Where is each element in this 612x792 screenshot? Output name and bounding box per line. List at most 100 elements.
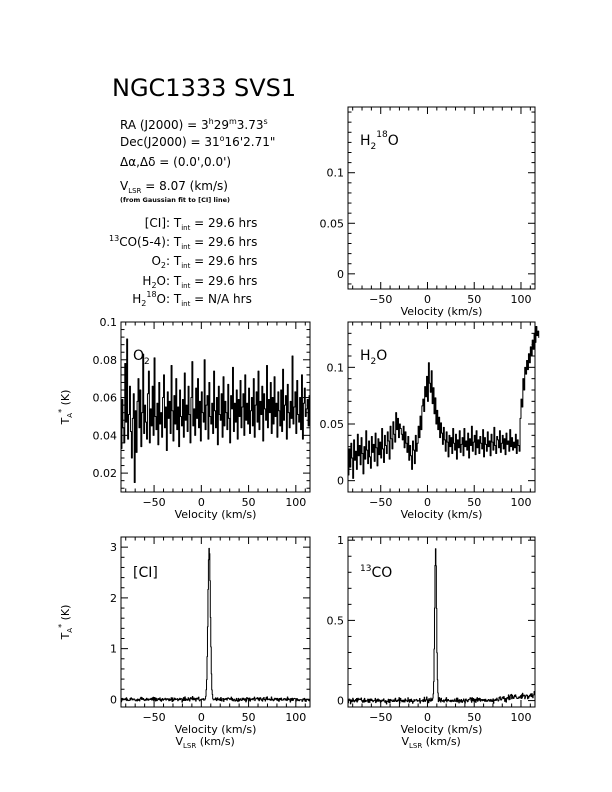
- x-tick-label: 0: [424, 496, 431, 509]
- species-name: H: [132, 292, 141, 306]
- vlsr-sub: LSR: [183, 742, 196, 750]
- label-sub: 2: [144, 357, 150, 367]
- dec-line: Dec(J2000) = 31o16'2.71": [120, 134, 275, 149]
- y-tick-label: 0.05: [320, 217, 345, 230]
- vlsr-value: = 8.07 (km/s): [141, 179, 228, 193]
- x-tick-label: −50: [142, 711, 165, 724]
- tint-sub: int: [181, 282, 190, 290]
- vlsr-base: V: [402, 735, 410, 748]
- label-tail: O: [388, 133, 399, 149]
- panel-h2o: −50 0 50 100 0 0.05 0.1 H2O Velocity (km/s): [320, 321, 540, 521]
- plot-frame: [347, 536, 536, 708]
- tint-label: : T: [166, 216, 182, 230]
- tint-sub: int: [181, 224, 190, 232]
- panel-label: 13CO: [360, 564, 392, 581]
- y-tick-label: 0.06: [93, 392, 118, 405]
- tint-value: = N/A hrs: [190, 292, 252, 306]
- vlsr-line: VLSR = 8.07 (km/s): [120, 179, 228, 195]
- x-axis-label: Velocity (km/s): [401, 723, 483, 736]
- x-tick-label: 100: [510, 496, 531, 509]
- tint-value: = 29.6 hrs: [190, 274, 257, 288]
- y-tick-label: 0: [110, 693, 117, 706]
- y-tick-label: 3: [110, 541, 117, 554]
- ta-base: T: [59, 632, 72, 640]
- label-base: O: [133, 348, 144, 364]
- x-tick-label: 50: [467, 711, 481, 724]
- species-name: CO(5-4): [119, 235, 166, 249]
- integration-species: O2: [151, 254, 166, 270]
- tint-value: = 29.6 hrs: [190, 254, 257, 268]
- label-base: H: [360, 348, 371, 364]
- spectrum-trace-ci: [120, 547, 311, 703]
- dec-degrees: 31: [204, 135, 219, 149]
- ta-unit: (K): [59, 605, 72, 624]
- vlsr-base: V: [120, 179, 129, 193]
- species-tail: O: [157, 274, 166, 288]
- species-name: H: [142, 274, 151, 288]
- species-sub: 2: [141, 299, 146, 308]
- x-tick-label: 0: [424, 711, 431, 724]
- y-tick-label: 0.1: [100, 316, 118, 329]
- label-base: H: [360, 133, 371, 149]
- label-sup: 18: [376, 130, 388, 140]
- vlsr-unit: (km/s): [196, 735, 235, 748]
- x-axis-label-vlsr: VLSR (km/s): [176, 735, 235, 750]
- spectrum-trace-13co: [347, 548, 536, 705]
- vlsr-base: V: [176, 735, 184, 748]
- integration-species: [CI]: [145, 216, 166, 230]
- tint-label: : T: [166, 274, 182, 288]
- tint-label: : T: [166, 235, 182, 249]
- x-axis-label: Velocity (km/s): [175, 508, 257, 521]
- panel-13co: −50 0 50 100 0 0.5 1 13CO Velocity (km/s)VLSR (k…: [327, 534, 536, 750]
- panel-label: H2 18O: [360, 130, 399, 152]
- y-tick-label: 0.1: [327, 361, 345, 374]
- ra-label: RA (J2000) =: [120, 118, 201, 132]
- x-tick-label: 100: [510, 711, 531, 724]
- panel-label: H2O: [360, 348, 387, 367]
- label-sub: 2: [371, 142, 377, 152]
- ra-seconds: 3.73: [237, 118, 264, 132]
- integration-value: : Tint = 29.6 hrs: [166, 235, 257, 251]
- integration-value: : Tint = 29.6 hrs: [166, 254, 257, 270]
- y-tick-label: 0: [337, 695, 344, 708]
- panel-h218o: −50 0 50 100 0 0.05 0.1 H2 18O Velocity (km/s): [320, 106, 536, 318]
- x-tick-label: 50: [467, 496, 481, 509]
- x-tick-label: −50: [142, 496, 165, 509]
- y-tick-label: 0: [337, 268, 344, 281]
- x-axis-label: Velocity (km/s): [401, 508, 483, 521]
- tint-sub: int: [181, 262, 190, 270]
- page-title: NGC1333 SVS1: [112, 74, 296, 102]
- ra-seconds-unit: s: [264, 117, 268, 126]
- offset-value: (0.0',0.0'): [173, 155, 231, 169]
- y-tick-label: 0.08: [93, 354, 118, 367]
- integration-species: H2O: [142, 274, 166, 290]
- x-tick-label: 100: [510, 293, 531, 306]
- species-name: [CI]: [145, 216, 166, 230]
- species-sub: 2: [161, 261, 166, 270]
- y-tick-label: 0.04: [93, 429, 118, 442]
- tint-label: : T: [166, 254, 182, 268]
- x-tick-label: 0: [198, 496, 205, 509]
- species-name: O: [151, 254, 160, 268]
- species-sub: 2: [151, 281, 156, 290]
- spectrum-trace-o2: [121, 338, 311, 484]
- y-axis-label: TA* (K): [57, 605, 74, 641]
- plot-frame: [347, 106, 536, 290]
- x-tick-label: 100: [285, 711, 306, 724]
- y-tick-label: 1: [110, 643, 117, 656]
- tint-sub: int: [181, 300, 190, 308]
- y-tick-label: 2: [110, 592, 117, 605]
- x-tick-label: −50: [369, 496, 392, 509]
- y-tick-label: 0.5: [327, 614, 345, 627]
- species-sup: 13: [109, 234, 119, 243]
- ta-sup: *: [57, 624, 66, 628]
- x-tick-label: 0: [424, 293, 431, 306]
- offset-label: Δα,Δδ =: [120, 155, 173, 169]
- plot-frame: [347, 321, 536, 493]
- integration-value: : Tint = N/A hrs: [166, 292, 252, 308]
- ta-base: T: [59, 417, 72, 425]
- x-axis-label: Velocity (km/s): [175, 723, 257, 736]
